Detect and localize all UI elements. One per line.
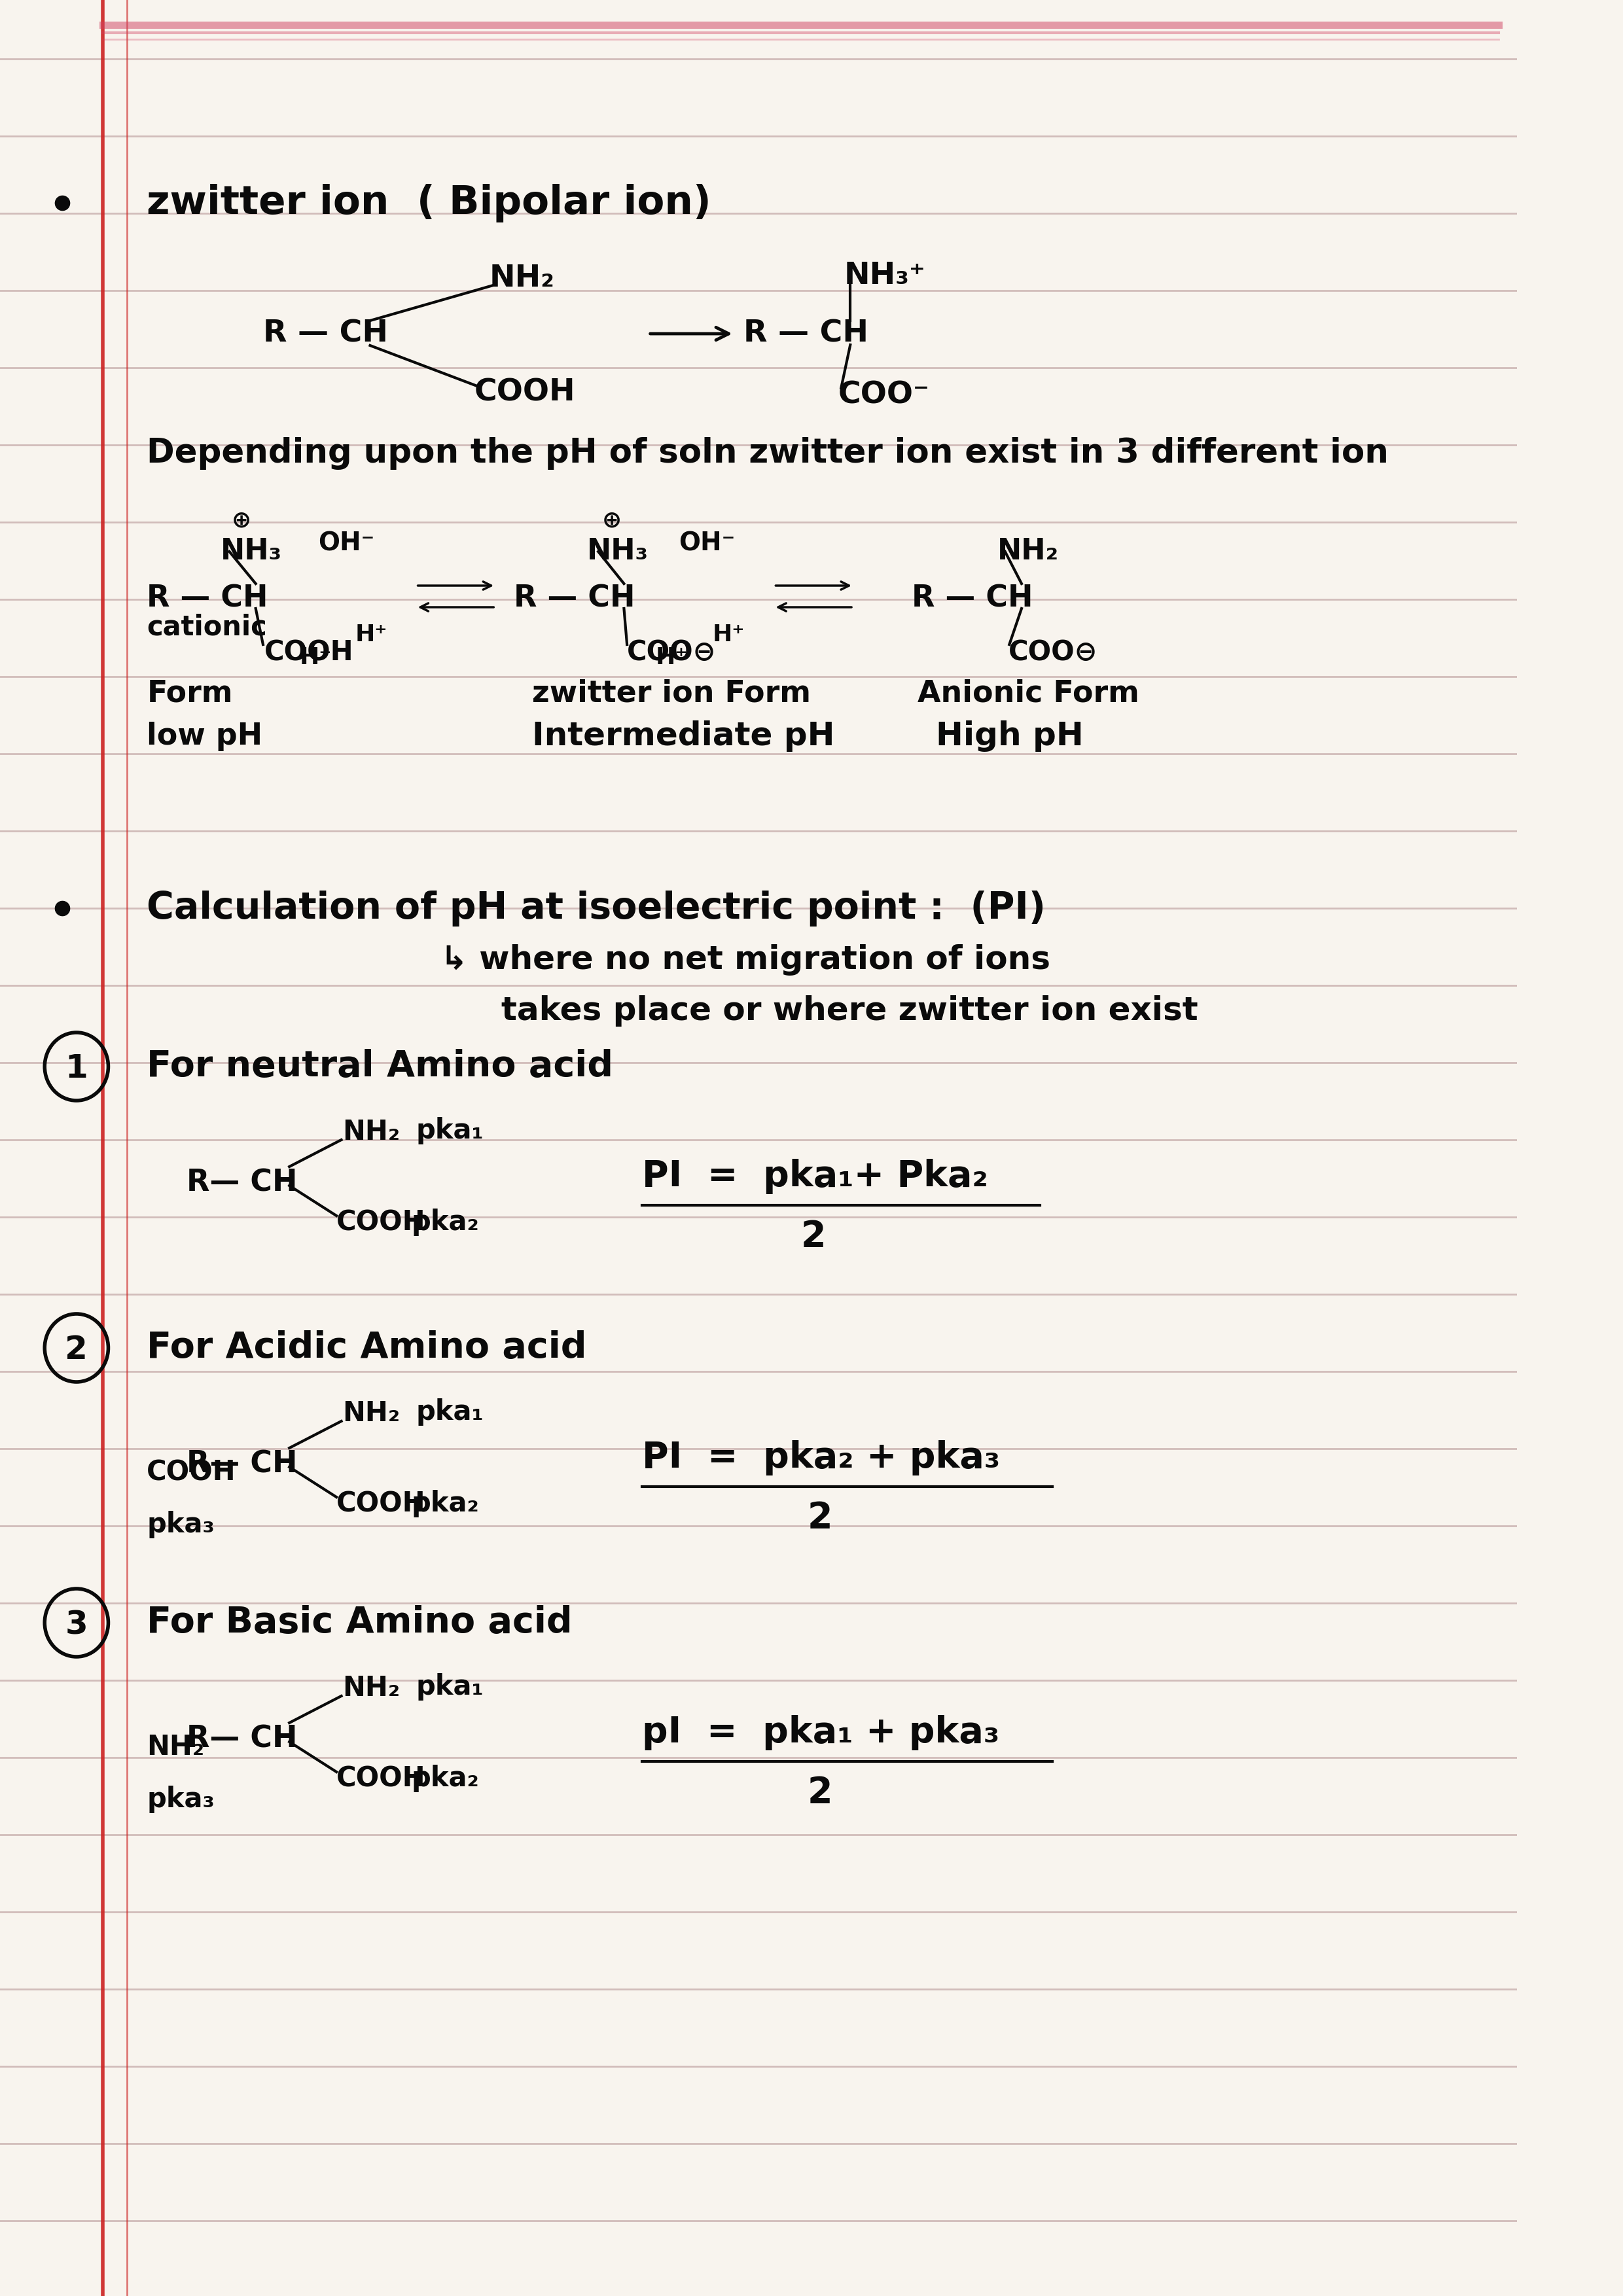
Text: Form: Form bbox=[146, 680, 232, 707]
Text: pka₁: pka₁ bbox=[415, 1398, 484, 1426]
Text: H⁺: H⁺ bbox=[712, 625, 745, 645]
Text: NH₂: NH₂ bbox=[342, 1118, 401, 1146]
Text: COOH: COOH bbox=[265, 638, 354, 666]
Text: OH⁻: OH⁻ bbox=[318, 530, 375, 556]
Text: NH₃⁺: NH₃⁺ bbox=[844, 262, 925, 292]
Text: zwitter ion  ( Bipolar ion): zwitter ion ( Bipolar ion) bbox=[146, 184, 711, 223]
Text: 2: 2 bbox=[65, 1334, 88, 1366]
Text: pka₂: pka₂ bbox=[411, 1208, 479, 1235]
Text: R— CH: R— CH bbox=[187, 1724, 297, 1754]
Text: NH₂: NH₂ bbox=[146, 1733, 204, 1761]
Text: ⊕: ⊕ bbox=[232, 510, 252, 530]
Text: zwitter ion Form: zwitter ion Form bbox=[532, 680, 812, 707]
Text: PI  =  pka₁+ Pka₂: PI = pka₁+ Pka₂ bbox=[643, 1159, 988, 1194]
Text: cationic: cationic bbox=[146, 613, 268, 641]
Text: For neutral Amino acid: For neutral Amino acid bbox=[146, 1049, 613, 1084]
Text: COOH: COOH bbox=[146, 1458, 237, 1486]
Text: R — CH: R — CH bbox=[146, 583, 268, 613]
Text: NH₂: NH₂ bbox=[342, 1674, 401, 1701]
Text: COO⊖: COO⊖ bbox=[1008, 638, 1097, 666]
Text: 2: 2 bbox=[807, 1499, 833, 1536]
Text: R — CH: R — CH bbox=[514, 583, 635, 613]
Text: COO⁻: COO⁻ bbox=[837, 381, 930, 411]
Text: R — CH: R — CH bbox=[912, 583, 1032, 613]
Text: R — CH: R — CH bbox=[743, 319, 868, 349]
Text: Anionic Form: Anionic Form bbox=[917, 680, 1139, 707]
Text: H⁺: H⁺ bbox=[656, 647, 688, 668]
Text: 2: 2 bbox=[800, 1219, 826, 1254]
Text: pI  =  pka₁ + pka₃: pI = pka₁ + pka₃ bbox=[643, 1715, 1000, 1750]
Text: R— CH: R— CH bbox=[187, 1169, 297, 1199]
Text: COOH: COOH bbox=[336, 1208, 425, 1235]
Text: NH₂: NH₂ bbox=[997, 537, 1058, 565]
Text: High pH: High pH bbox=[936, 721, 1084, 751]
Text: For Basic Amino acid: For Basic Amino acid bbox=[146, 1605, 573, 1639]
Text: ⊕: ⊕ bbox=[602, 510, 622, 530]
Text: 1: 1 bbox=[65, 1054, 88, 1084]
Text: COOH: COOH bbox=[336, 1490, 425, 1518]
Text: NH₃: NH₃ bbox=[588, 537, 649, 565]
Text: pka₁: pka₁ bbox=[415, 1674, 484, 1701]
Text: PI  =  pka₂ + pka₃: PI = pka₂ + pka₃ bbox=[643, 1440, 1000, 1476]
Text: COO⊖: COO⊖ bbox=[626, 638, 716, 666]
Text: Intermediate pH: Intermediate pH bbox=[532, 721, 834, 751]
Text: Calculation of pH at isoelectric point :  (PI): Calculation of pH at isoelectric point :… bbox=[146, 891, 1045, 925]
Text: 2: 2 bbox=[807, 1775, 833, 1812]
Text: pka₂: pka₂ bbox=[411, 1490, 479, 1518]
Text: COOH: COOH bbox=[336, 1766, 425, 1793]
Text: pka₃: pka₃ bbox=[146, 1786, 214, 1814]
Text: COOH: COOH bbox=[474, 379, 575, 406]
Text: NH₃: NH₃ bbox=[221, 537, 282, 565]
Text: R — CH: R — CH bbox=[263, 319, 388, 349]
Text: low pH: low pH bbox=[146, 721, 263, 751]
Text: ↳ where no net migration of ions: ↳ where no net migration of ions bbox=[440, 944, 1050, 976]
Text: H⁺: H⁺ bbox=[355, 625, 388, 645]
Text: Depending upon the pH of soln zwitter ion exist in 3 different ion: Depending upon the pH of soln zwitter io… bbox=[146, 436, 1389, 471]
Text: takes place or where zwitter ion exist: takes place or where zwitter ion exist bbox=[502, 994, 1198, 1026]
Text: H⁺: H⁺ bbox=[300, 647, 333, 668]
Text: For Acidic Amino acid: For Acidic Amino acid bbox=[146, 1329, 588, 1366]
Text: OH⁻: OH⁻ bbox=[678, 530, 735, 556]
Text: 3: 3 bbox=[65, 1609, 88, 1639]
Text: NH₂: NH₂ bbox=[342, 1401, 401, 1428]
Text: NH₂: NH₂ bbox=[490, 264, 555, 294]
Text: pka₁: pka₁ bbox=[415, 1116, 484, 1143]
Text: pka₂: pka₂ bbox=[411, 1766, 479, 1793]
Text: pka₃: pka₃ bbox=[146, 1511, 214, 1538]
Text: R— CH: R— CH bbox=[187, 1449, 297, 1479]
